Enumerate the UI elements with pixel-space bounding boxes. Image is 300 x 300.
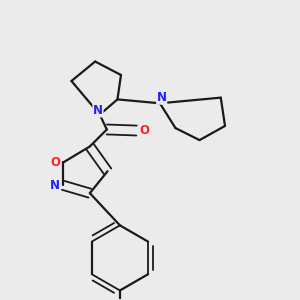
Text: N: N (93, 104, 103, 117)
Text: N: N (50, 179, 59, 192)
Text: O: O (139, 124, 149, 137)
Text: O: O (50, 156, 61, 169)
Text: N: N (157, 91, 167, 104)
